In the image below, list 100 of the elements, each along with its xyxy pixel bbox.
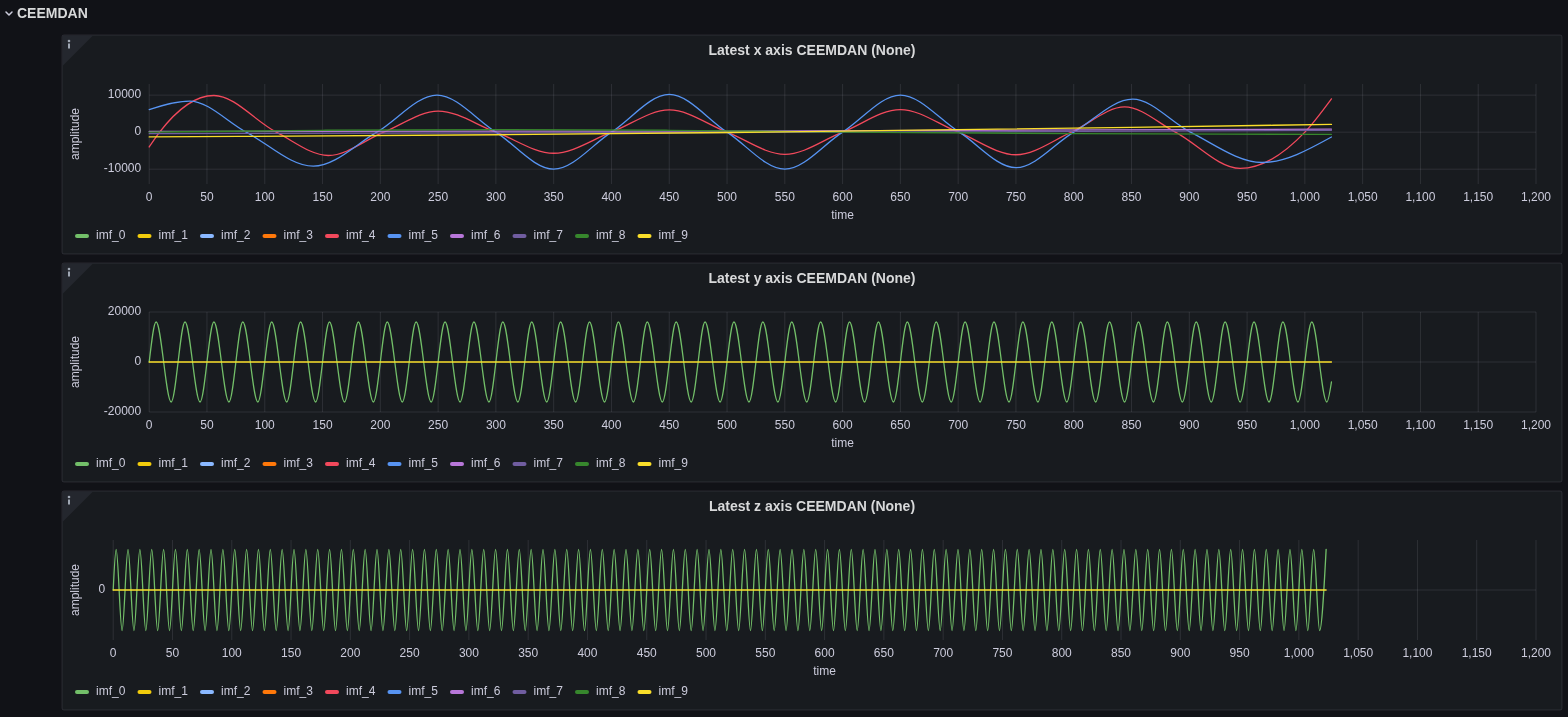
- x-tick-label: 650: [890, 190, 911, 205]
- legend-label: imf_6: [471, 684, 501, 699]
- x-tick-label: 850: [1121, 190, 1142, 205]
- x-tick-label: 600: [832, 190, 853, 205]
- x-tick-label: 1,000: [1289, 418, 1321, 433]
- x-tick-label: 1,100: [1402, 646, 1433, 661]
- y-axis-title: amplitude: [68, 107, 83, 161]
- legend-label: imf_8: [596, 228, 626, 243]
- y-tick-label: 0: [134, 354, 142, 369]
- x-tick-label: 250: [428, 190, 449, 205]
- legend-label: imf_8: [596, 684, 626, 699]
- x-tick-label: 1,150: [1463, 190, 1494, 205]
- x-tick-label: 850: [1111, 646, 1132, 661]
- x-tick-label: 1,200: [1520, 190, 1552, 205]
- legend-label: imf_1: [158, 228, 189, 243]
- legend-label: imf_3: [283, 456, 314, 471]
- x-tick-label: 450: [659, 418, 680, 433]
- legend-label: imf_5: [408, 456, 439, 471]
- x-tick-label: 1,050: [1343, 646, 1374, 661]
- x-tick-label: 100: [254, 418, 276, 433]
- x-tick-label: 450: [636, 646, 658, 661]
- x-tick-label: 550: [774, 418, 796, 433]
- x-tick-label: 950: [1237, 190, 1258, 205]
- x-tick-label: 200: [370, 190, 391, 205]
- legend-label: imf_9: [658, 456, 689, 471]
- x-tick-label: 350: [543, 418, 565, 433]
- legend-label: imf_2: [221, 456, 251, 471]
- legend-label: imf_6: [471, 228, 501, 243]
- x-tick-label: 650: [890, 418, 911, 433]
- x-tick-label: 50: [165, 646, 180, 661]
- legend-label: imf_0: [96, 684, 126, 699]
- x-tick-label: 950: [1229, 646, 1250, 661]
- legend-label: imf_7: [533, 456, 564, 471]
- x-tick-label: 300: [485, 418, 507, 433]
- x-tick-label: 850: [1121, 418, 1142, 433]
- x-tick-label: 900: [1179, 418, 1200, 433]
- x-tick-label: 1,000: [1289, 190, 1321, 205]
- x-tick-label: 500: [717, 190, 738, 205]
- legend-label: imf_1: [158, 684, 189, 699]
- y-tick-label: -20000: [103, 404, 142, 419]
- legend-label: imf_0: [96, 228, 126, 243]
- y-tick-label: 0: [134, 124, 142, 139]
- x-tick-label: 700: [933, 646, 954, 661]
- x-tick-label: 1,200: [1520, 418, 1552, 433]
- legend-label: imf_7: [533, 228, 564, 243]
- x-tick-label: 400: [601, 190, 622, 205]
- legend-label: imf_3: [283, 228, 314, 243]
- legend-label: imf_8: [596, 456, 626, 471]
- x-tick-label: 900: [1170, 646, 1191, 661]
- x-tick-label: 500: [696, 646, 717, 661]
- line-series: [148, 321, 1333, 403]
- x-axis-title: time: [813, 664, 837, 679]
- x-tick-label: 200: [370, 418, 391, 433]
- x-tick-label: 150: [281, 646, 302, 661]
- x-tick-label: 700: [948, 190, 969, 205]
- x-tick-label: 800: [1063, 190, 1085, 205]
- y-axis-title: amplitude: [68, 563, 83, 617]
- x-tick-label: 400: [601, 418, 622, 433]
- legend-label: imf_5: [408, 228, 439, 243]
- x-tick-label: 450: [659, 190, 680, 205]
- x-tick-label: 250: [399, 646, 420, 661]
- legend-label: imf_1: [158, 456, 189, 471]
- legend-label: imf_4: [346, 456, 376, 471]
- chart-title: Latest z axis CEEMDAN (None): [708, 497, 916, 514]
- x-tick-label: 600: [832, 418, 853, 433]
- x-tick-label: 300: [458, 646, 480, 661]
- x-tick-label: 750: [1005, 418, 1027, 433]
- chart-title: Latest x axis CEEMDAN (None): [708, 41, 916, 58]
- x-tick-label: 1,100: [1405, 418, 1436, 433]
- legend-label: imf_2: [221, 228, 251, 243]
- x-tick-label: 0: [145, 418, 153, 433]
- x-tick-label: 0: [145, 190, 153, 205]
- text: CEEMDAN: [17, 4, 88, 21]
- legend-label: imf_3: [283, 684, 314, 699]
- legend-label: imf_5: [408, 684, 439, 699]
- x-tick-label: 800: [1051, 646, 1073, 661]
- legend-label: imf_7: [533, 684, 564, 699]
- y-tick-label: 20000: [107, 304, 142, 319]
- chart-title: Latest y axis CEEMDAN (None): [708, 269, 916, 286]
- x-axis-title: time: [831, 436, 855, 451]
- x-tick-label: 700: [948, 418, 969, 433]
- x-tick-label: 100: [254, 190, 276, 205]
- x-tick-label: 400: [577, 646, 598, 661]
- x-tick-label: 1,150: [1461, 646, 1493, 661]
- x-tick-label: 350: [518, 646, 539, 661]
- x-tick-label: 800: [1063, 418, 1085, 433]
- x-tick-label: 50: [200, 418, 214, 433]
- x-tick-label: 300: [485, 190, 507, 205]
- legend-label: imf_9: [658, 228, 689, 243]
- x-tick-label: 950: [1237, 418, 1258, 433]
- x-tick-label: 1,050: [1347, 418, 1378, 433]
- legend-label: imf_0: [96, 456, 126, 471]
- x-tick-label: 750: [1005, 190, 1027, 205]
- x-tick-label: 150: [312, 418, 333, 433]
- x-tick-label: 900: [1179, 190, 1200, 205]
- line-series: [148, 123, 1333, 138]
- x-tick-label: 1,000: [1283, 646, 1315, 661]
- x-tick-label: 250: [428, 418, 449, 433]
- x-tick-label: 200: [340, 646, 361, 661]
- x-axis-title: time: [831, 208, 855, 223]
